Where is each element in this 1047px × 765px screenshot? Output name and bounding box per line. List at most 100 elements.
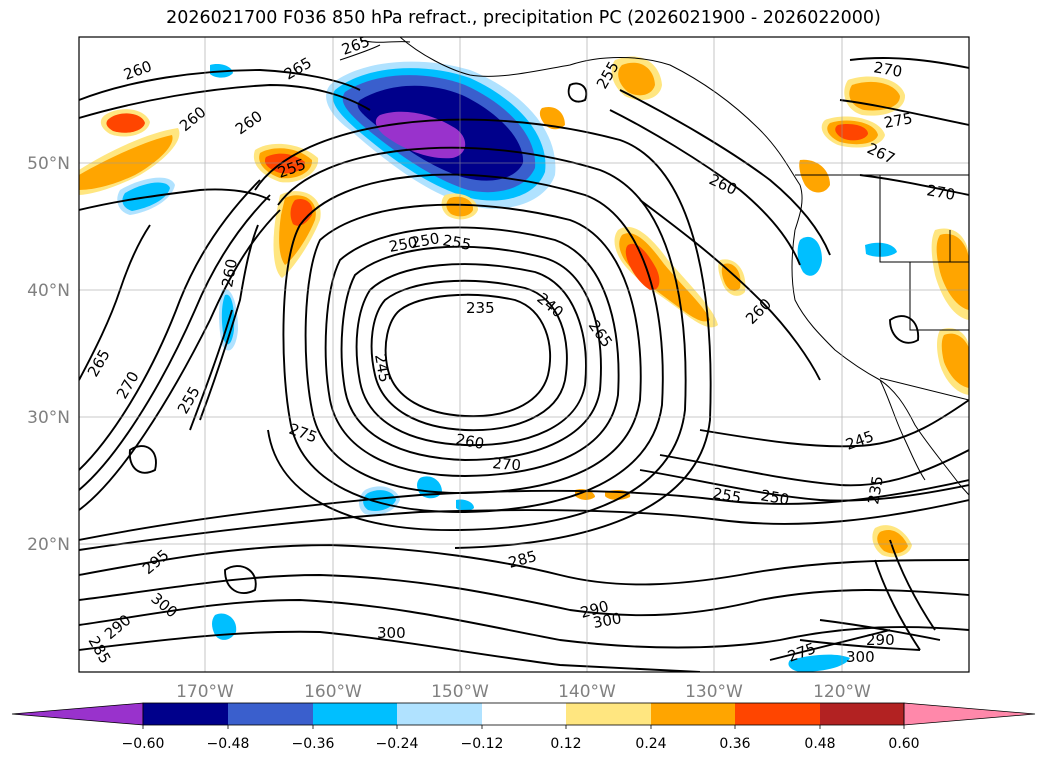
colorbar-tick-label: −0.36 — [292, 736, 335, 752]
contour-250-east — [659, 449, 969, 487]
contour-label: 270 — [492, 454, 522, 474]
contour-255 — [324, 226, 620, 477]
colorbar-segment — [143, 703, 228, 725]
colorbar-segment — [397, 703, 482, 725]
contour-label: 255 — [441, 231, 472, 254]
contour-255-bc — [619, 89, 831, 256]
shade-red-ne2 — [835, 124, 868, 141]
contour-270 — [267, 146, 687, 531]
colorbar-tick-label: −0.24 — [376, 736, 419, 752]
colorbar-tick-label: 0.24 — [635, 736, 666, 752]
lat-label: 20°N — [27, 535, 70, 555]
contour-wiggle-2 — [224, 565, 257, 595]
lon-label: 130°W — [685, 682, 743, 702]
contour-290 — [79, 574, 969, 617]
colorbar-segment — [482, 703, 566, 725]
longitude-labels: 170°W 160°W 150°W 140°W 130°W 120°W — [176, 682, 871, 702]
colorbar-extend-left — [11, 702, 144, 726]
shade-sky-blue-s3 — [456, 499, 474, 511]
coastline-west-coast — [791, 229, 969, 496]
contour-300 — [79, 630, 701, 672]
contour-label: 235 — [466, 299, 495, 317]
colorbar-segment — [735, 703, 820, 725]
colorbar-tick-label: −0.60 — [122, 736, 165, 752]
contour-260-w — [79, 188, 271, 211]
shade-orange-w1 — [79, 135, 173, 190]
contour-label: 235 — [864, 474, 887, 505]
contour-270-band1 — [79, 479, 969, 541]
lon-label: 170°W — [176, 682, 234, 702]
contour-270-ne — [849, 57, 969, 69]
latitude-labels: 50°N 40°N 30°N 20°N — [27, 154, 70, 555]
shade-orange-e3 — [877, 529, 908, 554]
colorbar-outline — [142, 702, 905, 726]
contour-label: 290 — [866, 631, 895, 649]
contour-label: 250 — [759, 486, 790, 509]
colorbar-tick-label: 0.36 — [719, 736, 750, 752]
contour-290-se — [819, 619, 941, 641]
shade-orange-e7 — [799, 159, 830, 193]
colorbar-tick-label: 0.12 — [550, 736, 581, 752]
coastline-baja — [879, 379, 926, 481]
contour-265-nw — [79, 84, 371, 119]
contour-255-mex — [874, 559, 921, 651]
contour-250 — [340, 245, 602, 461]
contour-label: 300 — [846, 648, 875, 666]
contour-label: 255 — [711, 484, 742, 507]
shade-sky-blue-s8 — [788, 654, 850, 672]
shade-orange-w2 — [106, 113, 145, 133]
contour-label: 250 — [410, 229, 441, 252]
contour-260-bc — [609, 109, 801, 266]
colorbar-tick-marks — [142, 725, 905, 729]
islands-alaska — [339, 39, 411, 61]
contour-275 — [254, 118, 712, 549]
contour-270-west-col — [79, 179, 261, 471]
contour-245-mex — [889, 539, 936, 631]
contour-285 — [79, 544, 969, 586]
contour-label: 270 — [872, 58, 903, 81]
contour-label: 250 — [388, 233, 419, 256]
contour-label: 260 — [454, 430, 485, 453]
shade-orange-e8 — [539, 106, 565, 130]
shade-red-w4 — [290, 198, 313, 226]
colorbar-segment — [820, 703, 904, 725]
contour-235-low — [384, 293, 552, 418]
contour-295 — [79, 599, 969, 649]
coastline-alaska — [399, 37, 803, 231]
contour-300-se — [799, 639, 921, 651]
colorbar-tick-label: 0.60 — [888, 736, 919, 752]
contour-255-east — [639, 469, 969, 502]
contour-275-band — [79, 499, 969, 551]
contour-label: 275 — [883, 109, 914, 132]
coastlines — [339, 37, 969, 496]
colorbar: −0.60 −0.48 −0.36 −0.24 −0.12 0.12 0.24 … — [11, 702, 1036, 752]
graticule — [79, 37, 969, 672]
shade-orange-e6 — [721, 263, 741, 291]
colorbar-extend-right — [903, 702, 1036, 726]
border-us-mexico — [879, 377, 969, 401]
contour-270-ne2 — [859, 174, 969, 196]
contour-wiggle-3 — [128, 445, 157, 474]
colorbar-segment — [228, 703, 313, 725]
colorbar-tick-label: −0.48 — [207, 736, 250, 752]
shade-sky-blue-s7 — [865, 242, 897, 257]
shade-orange-e1 — [936, 233, 969, 310]
state-borders — [879, 175, 969, 331]
refractivity-contours — [79, 57, 969, 672]
contour-255-col — [199, 224, 259, 421]
lon-label: 120°W — [813, 682, 871, 702]
contour-wiggle-4 — [889, 315, 919, 344]
contour-label: 270 — [925, 181, 956, 204]
contour-275-se — [769, 629, 891, 661]
contour-label: 260 — [218, 257, 241, 288]
shade-sky-blue-s5 — [797, 236, 822, 276]
contour-260 — [304, 203, 642, 494]
colorbar-tick-label: −0.12 — [461, 736, 504, 752]
map-frame — [78, 36, 970, 673]
contour-wiggle-1 — [567, 82, 588, 103]
shade-orange-bc — [618, 62, 655, 96]
contour-260-ca — [639, 199, 821, 381]
colorbar-segment — [313, 703, 397, 725]
colorbar-segment — [651, 703, 735, 725]
